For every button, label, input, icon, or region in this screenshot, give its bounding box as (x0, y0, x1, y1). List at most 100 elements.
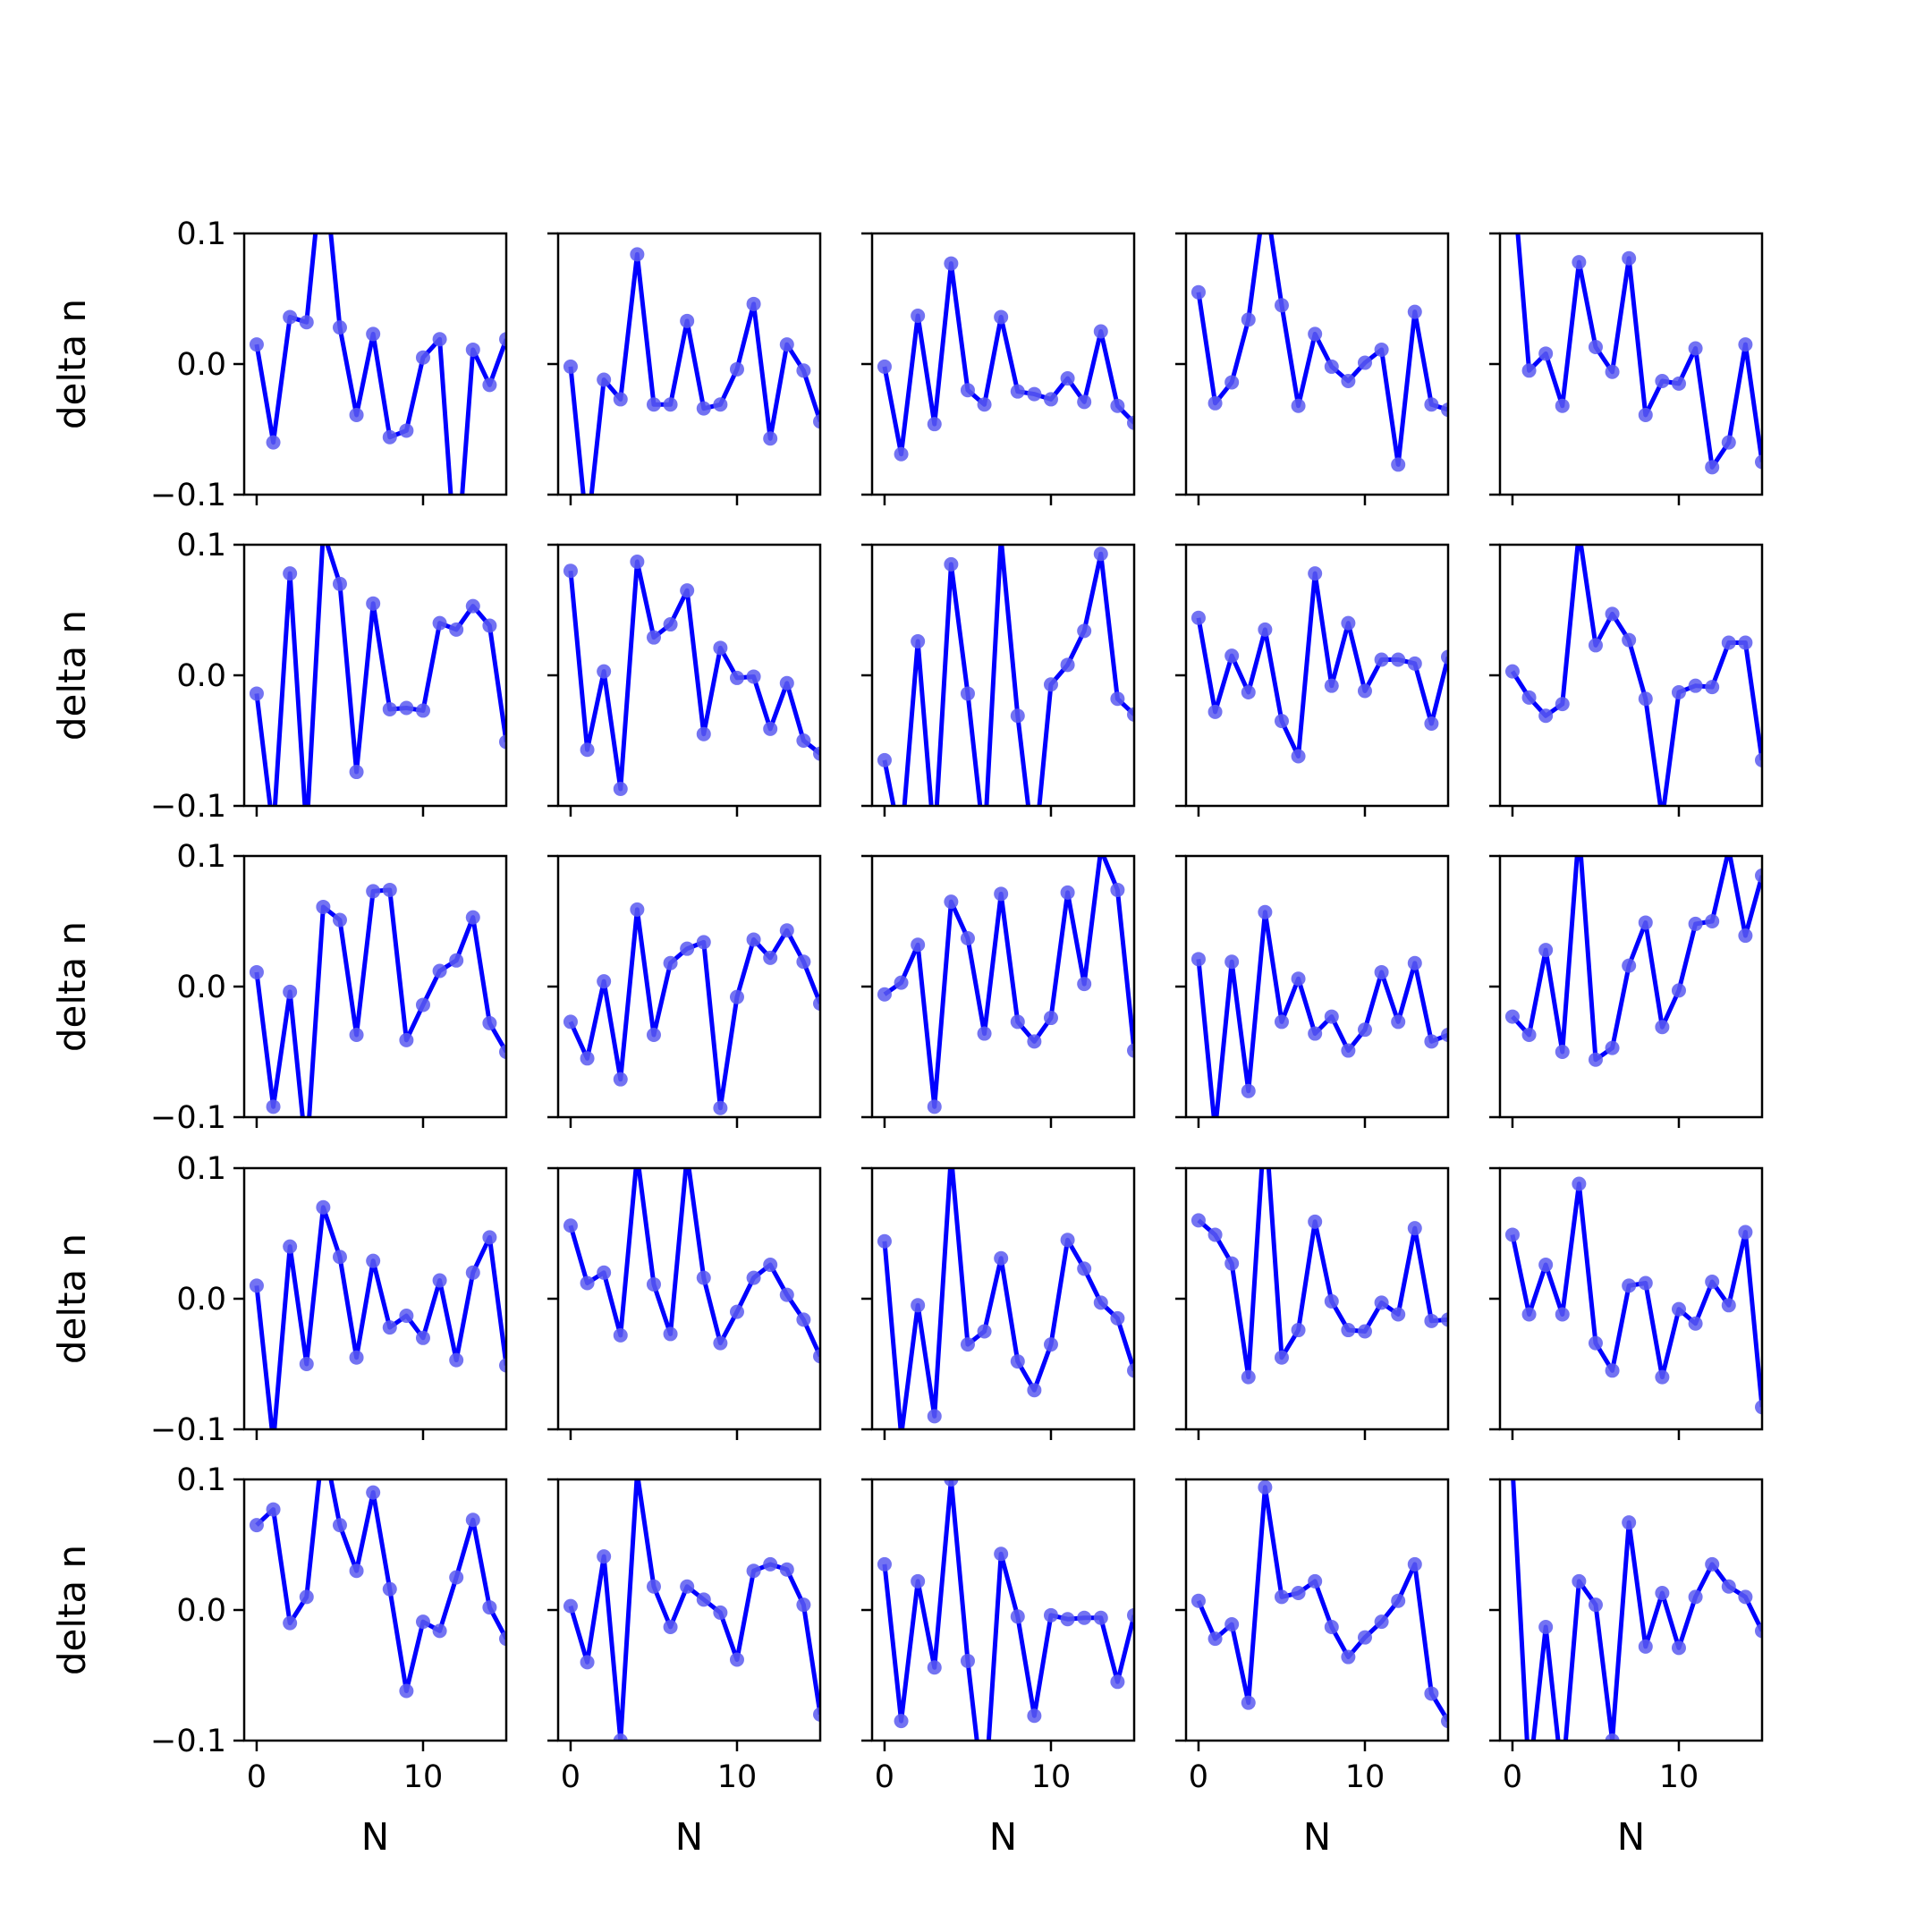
data-point (1522, 1773, 1537, 1787)
series-line (1510, 545, 1762, 806)
series-line (882, 1479, 1134, 1741)
data-point (680, 1579, 695, 1594)
plot-area (877, 1168, 1134, 1429)
data-point (482, 377, 497, 393)
data-point (1705, 1275, 1720, 1290)
data-point (415, 997, 430, 1013)
data-point (1521, 690, 1537, 705)
plot-area (1504, 1176, 1762, 1415)
data-point (1093, 547, 1108, 562)
plot-area (1504, 524, 1762, 806)
data-point (746, 296, 761, 311)
plot-area (877, 256, 1134, 462)
data-point (482, 1015, 497, 1030)
data-point (1424, 1034, 1439, 1049)
subplot-5-3: 0 10 N (861, 1478, 1136, 1859)
data-point (796, 954, 811, 970)
data-point (1341, 1043, 1356, 1058)
data-point (580, 1655, 595, 1670)
y-tick-label: 0.0 (176, 1593, 226, 1629)
series-line (1510, 1182, 1762, 1408)
data-point (1241, 1695, 1256, 1710)
data-point (1341, 615, 1356, 631)
data-point (630, 247, 645, 262)
data-point (349, 1563, 364, 1579)
data-point (449, 1570, 464, 1585)
data-point (1721, 1579, 1736, 1594)
data-point (1077, 1261, 1092, 1276)
data-point (1725, 856, 1733, 857)
subplot-1-4 (1175, 187, 1450, 505)
data-point (927, 1660, 942, 1675)
series-line (883, 856, 1134, 1109)
plot-area (249, 545, 506, 806)
series-line (882, 545, 1134, 806)
data-point (1224, 1617, 1240, 1632)
data-point (1555, 1307, 1570, 1322)
data-point (399, 423, 414, 438)
x-tick-label: 10 (1031, 1759, 1072, 1795)
data-point (1241, 1083, 1256, 1098)
data-point (1127, 707, 1134, 722)
data-point (1655, 1586, 1670, 1601)
data-point (1538, 943, 1554, 958)
data-point (597, 664, 612, 679)
data-point (1638, 407, 1653, 422)
data-point (894, 838, 909, 852)
subplot-3-4 (1175, 854, 1450, 1128)
data-point (465, 1265, 480, 1280)
data-point (332, 320, 347, 335)
data-point (663, 955, 678, 970)
data-point (249, 337, 264, 352)
data-point (1127, 1363, 1134, 1378)
data-point (613, 1327, 628, 1343)
plot-area (563, 247, 820, 495)
data-point (729, 1304, 744, 1319)
data-point (349, 1028, 364, 1043)
data-point (911, 1298, 926, 1313)
data-point (499, 332, 506, 347)
data-point (796, 1597, 811, 1613)
data-point (1027, 851, 1041, 865)
series-line (1196, 910, 1448, 1117)
data-point (499, 734, 506, 750)
data-point (366, 596, 381, 611)
data-point (449, 566, 463, 580)
data-point (813, 1349, 820, 1364)
data-point (1208, 1227, 1223, 1242)
data-point (1258, 1109, 1272, 1123)
plot-area (1191, 1109, 1448, 1385)
data-point (1441, 1028, 1448, 1043)
data-point (1572, 524, 1586, 538)
data-point (1010, 1014, 1025, 1030)
data-point (1308, 1573, 1323, 1589)
data-point (1755, 454, 1762, 470)
data-point (944, 1479, 959, 1487)
x-axis-label: N (989, 1815, 1017, 1859)
data-point (580, 742, 595, 758)
data-point (299, 1589, 314, 1605)
data-point (663, 617, 678, 632)
data-point (1241, 684, 1256, 699)
data-point (332, 1518, 347, 1533)
x-tick-label: 0 (247, 1759, 267, 1795)
x-axis-label: N (1303, 1815, 1331, 1859)
data-point (1208, 704, 1223, 719)
data-point (1341, 1323, 1356, 1338)
y-axis-label: delta n (50, 299, 94, 429)
data-point (1324, 1293, 1339, 1309)
subplot-4-5 (1489, 1166, 1764, 1440)
data-point (613, 782, 628, 797)
data-point (1258, 187, 1272, 201)
x-tick-label: 0 (1503, 1759, 1522, 1795)
data-point (1622, 1515, 1637, 1530)
series-line (568, 907, 820, 1111)
data-point (877, 1556, 892, 1572)
data-point (927, 1099, 942, 1114)
data-point (1755, 1400, 1762, 1415)
data-point (1060, 371, 1075, 386)
data-point (1110, 882, 1125, 897)
data-point (1755, 752, 1762, 767)
data-point (1638, 1639, 1653, 1654)
data-point (449, 953, 464, 968)
